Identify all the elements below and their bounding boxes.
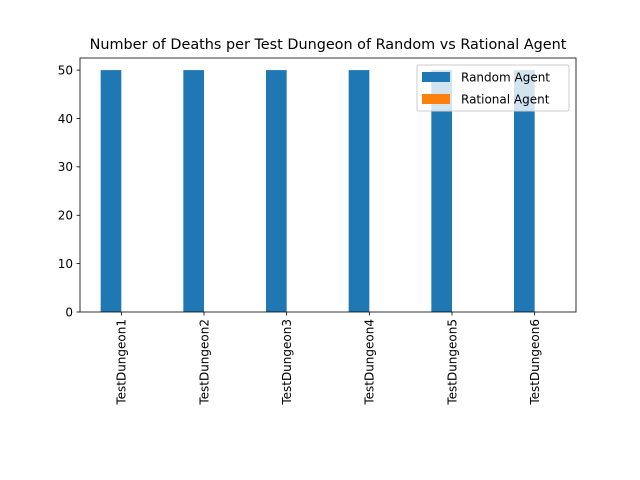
- bar-random-agent-testdungeon3: [266, 70, 287, 312]
- y-tick-label: 10: [58, 257, 73, 271]
- legend-swatch-rational-agent: [422, 94, 450, 104]
- x-tick-label: TestDungeon4: [363, 319, 377, 406]
- x-tick-label: TestDungeon1: [115, 319, 129, 406]
- legend-box: [416, 64, 570, 112]
- bar-random-agent-testdungeon5: [431, 70, 452, 312]
- x-tick-label: TestDungeon2: [197, 319, 211, 406]
- y-tick-label: 0: [65, 305, 73, 319]
- axes-spines: [79, 57, 577, 313]
- x-tick-label: TestDungeon6: [528, 319, 542, 406]
- y-tick-label: 30: [58, 160, 73, 174]
- y-tick-label: 20: [58, 209, 73, 223]
- bar-random-agent-testdungeon4: [348, 70, 370, 312]
- x-tick-label: TestDungeon3: [280, 319, 294, 406]
- axes-frame: [79, 57, 577, 313]
- bars-group: [100, 70, 535, 312]
- bar-random-agent-testdungeon6: [514, 70, 535, 312]
- y-tick-label: 50: [58, 63, 73, 77]
- x-axis: TestDungeon1 TestDungeon2 TestDungeon3 Test…: [115, 312, 542, 406]
- legend: Random Agent Rational Agent: [416, 64, 570, 112]
- legend-label-random-agent: Random Agent: [461, 71, 550, 85]
- y-axis: 0 10 20 30 40 50: [58, 63, 80, 319]
- legend-swatch-random-agent: [422, 72, 450, 82]
- x-tick-label: TestDungeon5: [445, 319, 459, 406]
- chart-title: Number of Deaths per Test Dungeon of Ran…: [90, 37, 567, 53]
- bar-random-agent-testdungeon1: [100, 70, 122, 312]
- bar-random-agent-testdungeon2: [183, 70, 204, 312]
- legend-label-rational-agent: Rational Agent: [461, 93, 550, 107]
- y-tick-label: 40: [58, 112, 73, 126]
